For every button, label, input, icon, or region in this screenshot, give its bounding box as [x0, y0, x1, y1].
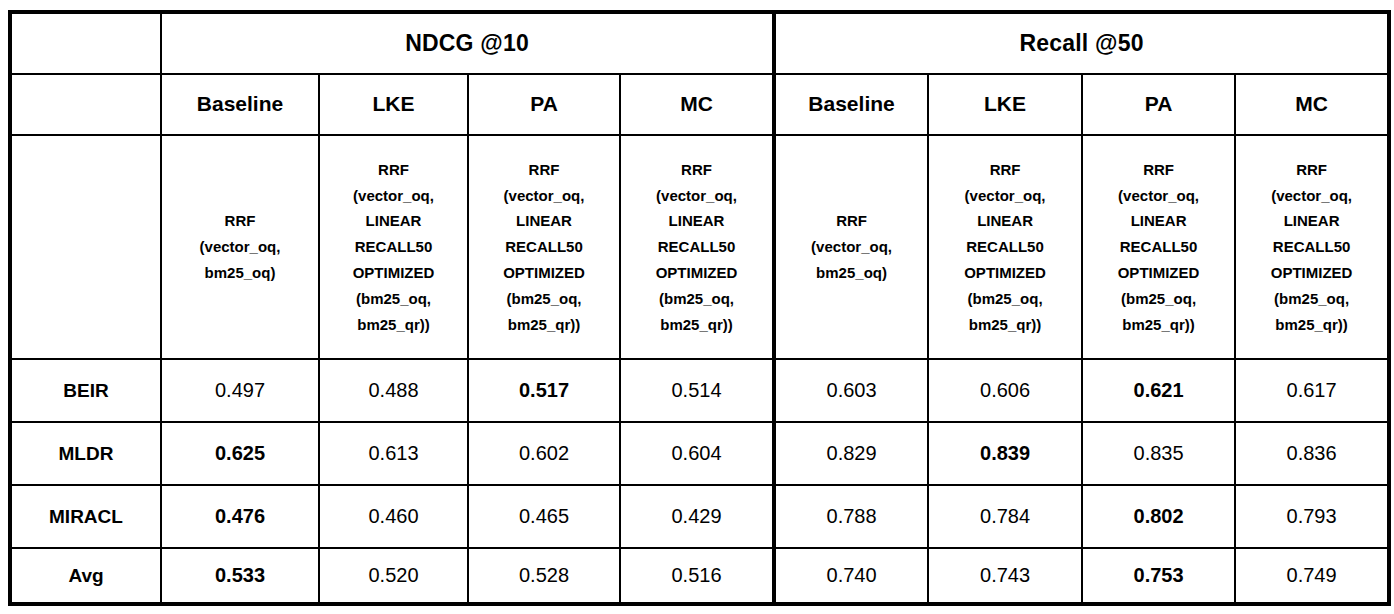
method-spec-row: RRF (vector_oq, bm25_oq) RRF (vector_oq,… [10, 135, 1389, 359]
group-header-row: NDCG @10 Recall @50 [10, 12, 1389, 74]
method-header-recall-pa: PA [1082, 74, 1235, 135]
score-cell: 0.603 [774, 359, 928, 422]
score-cell: 0.460 [319, 485, 468, 548]
results-table: NDCG @10 Recall @50 Baseline LKE PA MC B… [8, 10, 1391, 606]
score-cell: 0.604 [620, 422, 774, 485]
score-cell: 0.839 [928, 422, 1082, 485]
method-spec-recall-baseline: RRF (vector_oq, bm25_oq) [774, 135, 928, 359]
method-header-ndcg-pa: PA [468, 74, 620, 135]
score-cell: 0.617 [1235, 359, 1389, 422]
method-header-recall-baseline: Baseline [774, 74, 928, 135]
page: NDCG @10 Recall @50 Baseline LKE PA MC B… [0, 0, 1394, 614]
score-cell: 0.836 [1235, 422, 1389, 485]
method-spec-recall-mc: RRF (vector_oq, LINEAR RECALL50 OPTIMIZE… [1235, 135, 1389, 359]
score-cell: 0.429 [620, 485, 774, 548]
method-spec-ndcg-baseline: RRF (vector_oq, bm25_oq) [161, 135, 319, 359]
method-header-recall-lke: LKE [928, 74, 1082, 135]
col-group-recall50: Recall @50 [774, 12, 1389, 74]
table-row-avg: Avg 0.533 0.520 0.528 0.516 0.740 0.743 … [10, 548, 1389, 604]
score-cell: 0.517 [468, 359, 620, 422]
method-header-ndcg-baseline: Baseline [161, 74, 319, 135]
score-cell: 0.602 [468, 422, 620, 485]
score-cell: 0.835 [1082, 422, 1235, 485]
row-label-avg: Avg [10, 548, 161, 604]
method-header-ndcg-mc: MC [620, 74, 774, 135]
score-cell: 0.793 [1235, 485, 1389, 548]
method-spec-ndcg-mc: RRF (vector_oq, LINEAR RECALL50 OPTIMIZE… [620, 135, 774, 359]
score-cell: 0.606 [928, 359, 1082, 422]
table-row-miracl: MIRACL 0.476 0.460 0.465 0.429 0.788 0.7… [10, 485, 1389, 548]
row-label-mldr: MLDR [10, 422, 161, 485]
score-cell: 0.621 [1082, 359, 1235, 422]
method-header-ndcg-lke: LKE [319, 74, 468, 135]
score-cell: 0.516 [620, 548, 774, 604]
score-cell: 0.784 [928, 485, 1082, 548]
table-row-beir: BEIR 0.497 0.488 0.517 0.514 0.603 0.606… [10, 359, 1389, 422]
score-cell: 0.476 [161, 485, 319, 548]
row-label-beir: BEIR [10, 359, 161, 422]
corner-cell [10, 74, 161, 135]
score-cell: 0.740 [774, 548, 928, 604]
score-cell: 0.528 [468, 548, 620, 604]
score-cell: 0.488 [319, 359, 468, 422]
method-header-recall-mc: MC [1235, 74, 1389, 135]
score-cell: 0.613 [319, 422, 468, 485]
corner-cell [10, 12, 161, 74]
score-cell: 0.802 [1082, 485, 1235, 548]
corner-cell [10, 135, 161, 359]
method-header-row: Baseline LKE PA MC Baseline LKE PA MC [10, 74, 1389, 135]
score-cell: 0.788 [774, 485, 928, 548]
method-spec-ndcg-pa: RRF (vector_oq, LINEAR RECALL50 OPTIMIZE… [468, 135, 620, 359]
score-cell: 0.533 [161, 548, 319, 604]
method-spec-ndcg-lke: RRF (vector_oq, LINEAR RECALL50 OPTIMIZE… [319, 135, 468, 359]
row-label-miracl: MIRACL [10, 485, 161, 548]
score-cell: 0.749 [1235, 548, 1389, 604]
score-cell: 0.625 [161, 422, 319, 485]
score-cell: 0.829 [774, 422, 928, 485]
table-row-mldr: MLDR 0.625 0.613 0.602 0.604 0.829 0.839… [10, 422, 1389, 485]
col-group-ndcg10: NDCG @10 [161, 12, 774, 74]
score-cell: 0.743 [928, 548, 1082, 604]
score-cell: 0.753 [1082, 548, 1235, 604]
method-spec-recall-pa: RRF (vector_oq, LINEAR RECALL50 OPTIMIZE… [1082, 135, 1235, 359]
score-cell: 0.465 [468, 485, 620, 548]
method-spec-recall-lke: RRF (vector_oq, LINEAR RECALL50 OPTIMIZE… [928, 135, 1082, 359]
score-cell: 0.514 [620, 359, 774, 422]
score-cell: 0.497 [161, 359, 319, 422]
score-cell: 0.520 [319, 548, 468, 604]
